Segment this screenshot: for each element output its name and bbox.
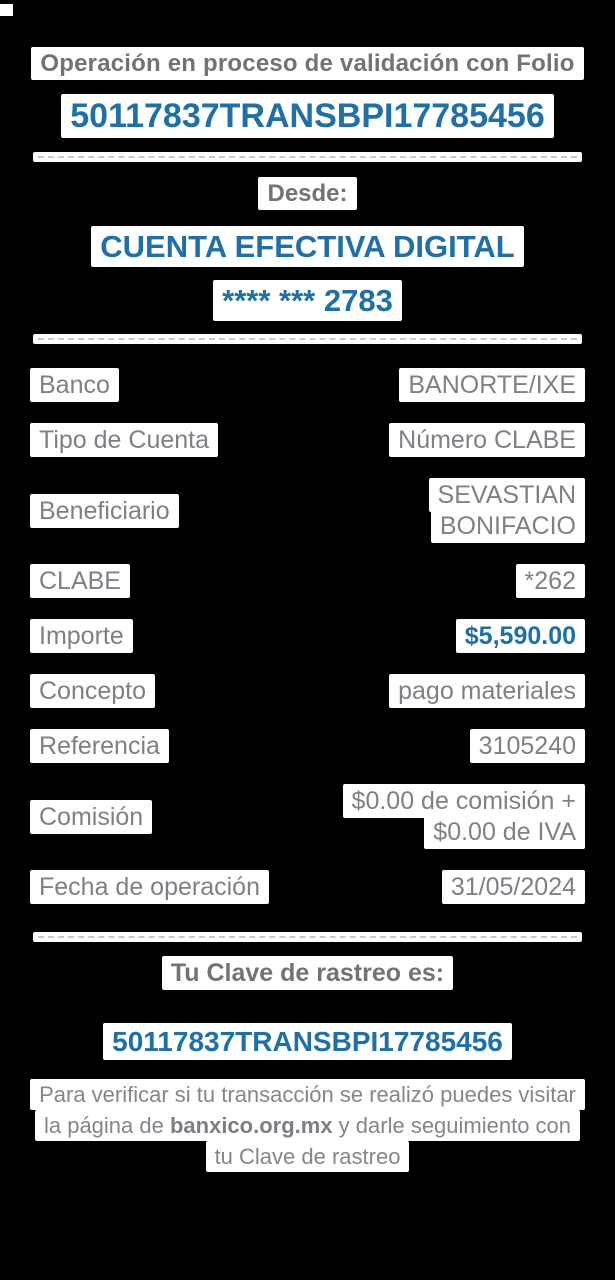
table-row-banco: Banco BANORTE/IXE xyxy=(30,368,585,402)
account-mask: **** *** 2783 xyxy=(213,280,402,321)
row-value: 3105240 xyxy=(469,729,585,763)
row-label: Referencia xyxy=(30,729,169,763)
table-row-beneficiario: Beneficiario SEVASTIAN BONIFACIO xyxy=(30,478,585,543)
banxico-note: Para verificar si tu transacción se real… xyxy=(29,1079,587,1172)
table-row-fecha: Fecha de operación 31/05/2024 xyxy=(30,870,585,904)
table-row-comision: Comisión $0.00 de comisión + $0.00 de IV… xyxy=(30,784,585,849)
row-value: BANORTE/IXE xyxy=(399,368,585,402)
tracking-title-wrap: Tu Clave de rastreo es: xyxy=(0,956,615,990)
dashed-divider xyxy=(33,152,582,162)
table-row-referencia: Referencia 3105240 xyxy=(30,729,585,763)
amount-value: $5,590.00 xyxy=(455,619,585,653)
table-row-concepto: Concepto pago materiales xyxy=(30,674,585,708)
banxico-note-wrap: Para verificar si tu transacción se real… xyxy=(0,1079,615,1172)
table-row-clabe: CLABE *262 xyxy=(30,564,585,598)
banxico-link-text: banxico.org.mx xyxy=(169,1113,333,1138)
dashed-divider xyxy=(33,334,582,344)
folio-number: 50117837TRANSBPI17785456 xyxy=(61,94,554,138)
row-label: Banco xyxy=(30,368,119,402)
note-text-before: Para verificar si tu transacción se real… xyxy=(39,1082,576,1138)
table-row-tipo-cuenta: Tipo de Cuenta Número CLABE xyxy=(30,423,585,457)
account-name: CUENTA EFECTIVA DIGITAL xyxy=(91,226,524,267)
dashed-divider xyxy=(33,932,582,942)
row-value: SEVASTIAN BONIFACIO xyxy=(428,478,585,543)
tracking-title: Tu Clave de rastreo es: xyxy=(161,956,454,990)
row-label: Importe xyxy=(30,619,133,653)
status-line-wrap: Operación en proceso de validación con F… xyxy=(0,0,615,80)
status-line: Operación en proceso de validación con F… xyxy=(31,47,584,80)
row-label: Tipo de Cuenta xyxy=(30,423,219,457)
row-value: *262 xyxy=(515,564,585,598)
row-value: 31/05/2024 xyxy=(441,870,585,904)
row-value: pago materiales xyxy=(389,674,585,708)
account-mask-wrap: **** *** 2783 xyxy=(0,280,615,321)
tracking-key: 50117837TRANSBPI17785456 xyxy=(103,1023,512,1060)
account-name-wrap: CUENTA EFECTIVA DIGITAL xyxy=(0,226,615,267)
row-value: Número CLABE xyxy=(389,423,585,457)
row-label: Concepto xyxy=(30,674,156,708)
row-label: CLABE xyxy=(30,564,130,598)
corner-artifact xyxy=(0,4,13,16)
table-row-importe: Importe $5,590.00 xyxy=(30,619,585,653)
note-text-after: y darle seguimiento con tu Clave de rast… xyxy=(214,1113,572,1169)
row-label: Comisión xyxy=(30,799,153,834)
row-label: Beneficiario xyxy=(30,493,179,528)
from-label-wrap: Desde: xyxy=(0,177,615,210)
from-label: Desde: xyxy=(258,177,357,210)
folio-wrap: 50117837TRANSBPI17785456 xyxy=(0,94,615,138)
row-label: Fecha de operación xyxy=(30,870,269,904)
tracking-key-wrap: 50117837TRANSBPI17785456 xyxy=(0,1023,615,1060)
details-table: Banco BANORTE/IXE Tipo de Cuenta Número … xyxy=(0,344,615,904)
row-value: $0.00 de comisión + $0.00 de IVA xyxy=(342,784,585,849)
